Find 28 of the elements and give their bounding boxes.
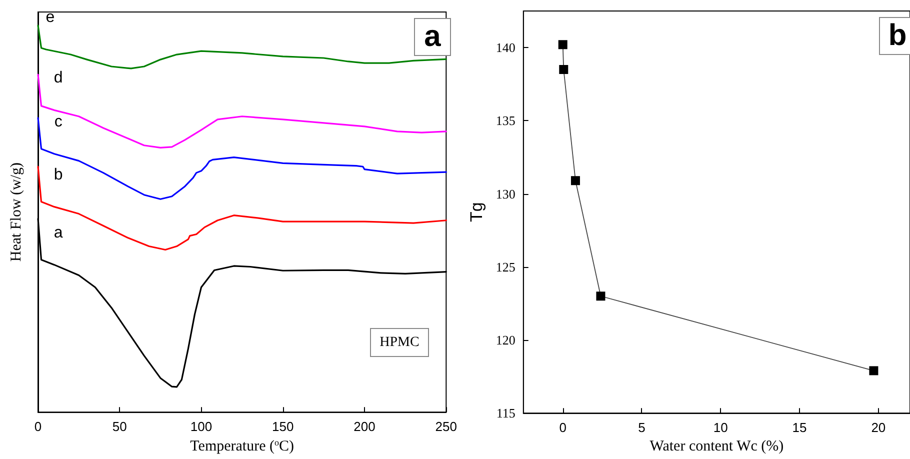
y-tick-label: 140 bbox=[496, 40, 516, 56]
annotation: HPMC bbox=[380, 335, 420, 350]
y-tick-label: 130 bbox=[496, 186, 516, 202]
y-tick-label: 120 bbox=[496, 332, 516, 348]
x-tick-label: 100 bbox=[190, 419, 212, 434]
y-axis-title: Heat Flow (w/g) bbox=[8, 162, 24, 262]
x-tick-label: 5 bbox=[638, 420, 646, 436]
series-label: c bbox=[54, 113, 62, 130]
series-label: e bbox=[46, 8, 55, 26]
x-tick-label: 20 bbox=[871, 420, 886, 436]
y-tick-label: 135 bbox=[496, 113, 516, 128]
x-axis-title: Water content Wc (%) bbox=[650, 438, 784, 454]
y-axis-title: Tg bbox=[467, 202, 486, 222]
x-tick-label: 15 bbox=[792, 420, 807, 436]
x-tick-label: 10 bbox=[713, 420, 728, 436]
x-tick-label: 0 bbox=[559, 420, 566, 436]
x-tick-label: 200 bbox=[354, 419, 376, 434]
annotation: b bbox=[888, 19, 907, 52]
x-tick-label: 50 bbox=[112, 419, 127, 434]
x-tick-label: 0 bbox=[34, 419, 42, 434]
series-label: d bbox=[54, 70, 63, 87]
series-label: a bbox=[54, 224, 63, 242]
annotation: a bbox=[424, 20, 442, 53]
y-tick-label: 125 bbox=[496, 259, 516, 274]
x-tick-label: 250 bbox=[435, 419, 458, 434]
x-tick-label: 150 bbox=[272, 419, 294, 434]
y-tick-label: 115 bbox=[496, 406, 516, 421]
series-label: b bbox=[54, 166, 63, 184]
